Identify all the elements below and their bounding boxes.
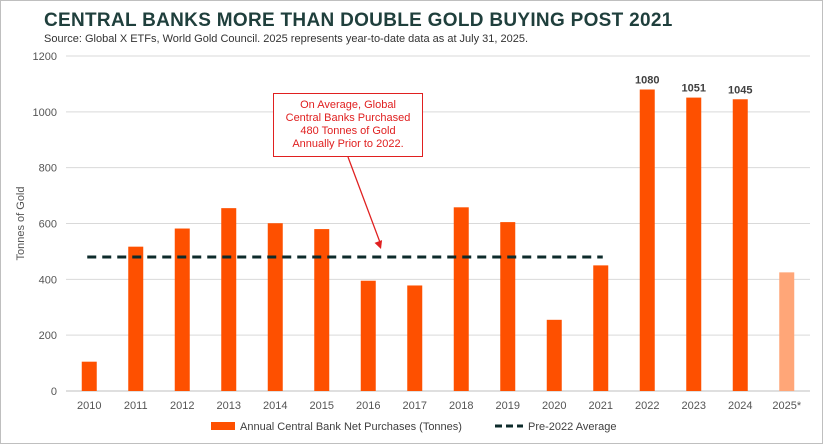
y-tick-label: 200 <box>39 330 57 342</box>
chart-title: CENTRAL BANKS MORE THAN DOUBLE GOLD BUYI… <box>44 10 673 31</box>
bar <box>267 223 283 391</box>
x-tick-label: 2023 <box>682 400 706 412</box>
legend-bar-label: Annual Central Bank Net Purchases (Tonne… <box>240 421 462 433</box>
x-tick-label: 2012 <box>170 400 194 412</box>
bar <box>779 272 795 391</box>
y-tick-label: 800 <box>39 163 57 175</box>
y-axis-label: Tonnes of Gold <box>15 187 27 261</box>
annotation-line: Annually Prior to 2022. <box>292 138 404 150</box>
y-tick-label: 1000 <box>33 107 57 119</box>
annotation-line: 480 Tonnes of Gold <box>300 125 396 137</box>
bar <box>407 285 423 391</box>
x-tick-label: 2015 <box>310 400 334 412</box>
x-tick-label: 2011 <box>124 400 148 412</box>
y-tick-label: 600 <box>39 219 57 231</box>
bar <box>174 228 190 391</box>
y-tick-label: 0 <box>51 386 57 398</box>
bar <box>546 319 562 391</box>
bar <box>593 265 609 391</box>
chart-subtitle: Source: Global X ETFs, World Gold Counci… <box>44 33 529 45</box>
x-tick-label: 2022 <box>635 400 659 412</box>
annotation-arrowhead <box>374 240 383 249</box>
x-tick-label: 2010 <box>77 400 101 412</box>
x-tick-label: 2017 <box>403 400 427 412</box>
x-tick-label: 2016 <box>356 400 380 412</box>
annotation-arrow <box>347 156 382 246</box>
bar <box>128 246 144 391</box>
bar <box>686 97 702 392</box>
annotation-callout: On Average, Global Central Banks Purchas… <box>273 93 423 157</box>
x-tick-label: 2025* <box>772 400 801 412</box>
x-tick-label: 2018 <box>449 400 473 412</box>
annotation-line: On Average, Global <box>300 99 396 111</box>
legend-line-label: Pre-2022 Average <box>528 421 616 433</box>
bar <box>81 361 97 391</box>
y-tick-label: 400 <box>39 274 57 286</box>
x-tick-label: 2021 <box>589 400 613 412</box>
bar <box>360 280 376 391</box>
x-tick-label: 2020 <box>542 400 566 412</box>
x-tick-label: 2014 <box>263 400 287 412</box>
x-tick-label: 2013 <box>217 400 241 412</box>
bar <box>314 229 330 391</box>
bar <box>453 207 469 391</box>
data-label: 1051 <box>682 83 706 95</box>
data-label: 1080 <box>635 75 659 87</box>
x-tick-label: 2024 <box>728 400 752 412</box>
bar <box>639 89 655 391</box>
annotation-line: Central Banks Purchased <box>285 112 411 124</box>
legend-bar-swatch <box>211 422 235 430</box>
bar <box>732 99 748 391</box>
bar <box>500 222 516 391</box>
x-tick-label: 2019 <box>496 400 520 412</box>
data-label: 1045 <box>728 84 752 96</box>
bar <box>221 208 237 391</box>
y-tick-label: 1200 <box>33 51 57 63</box>
